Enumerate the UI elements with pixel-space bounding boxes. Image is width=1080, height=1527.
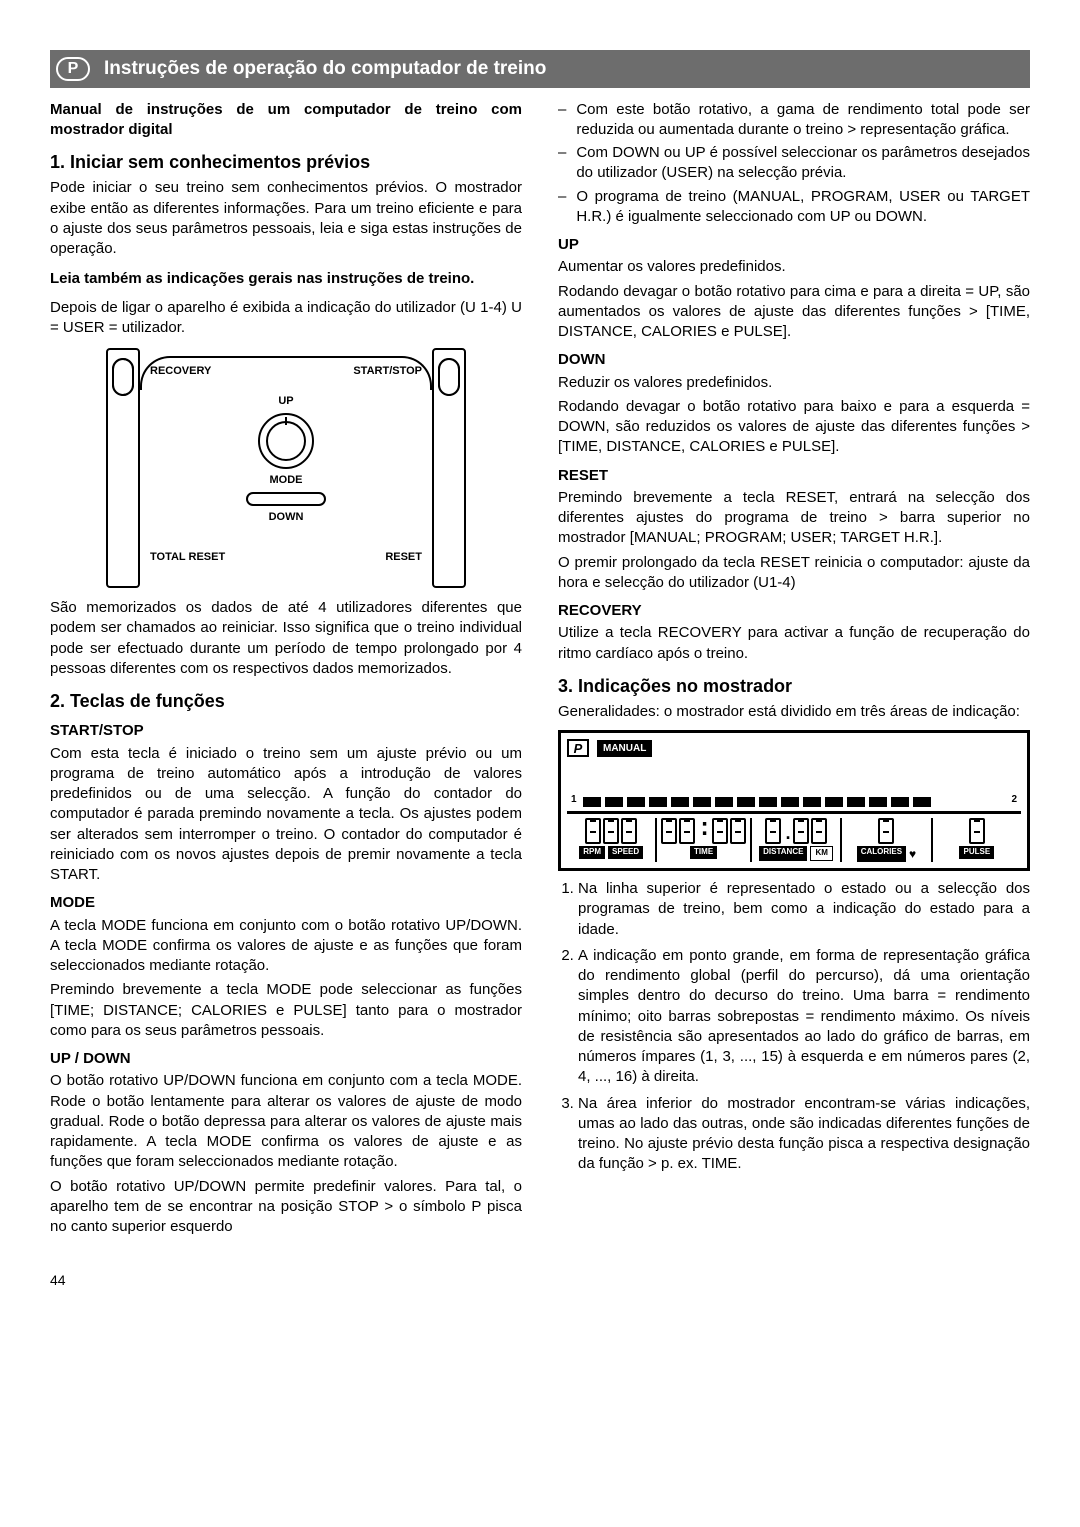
updown-text-2: O botão rotativo UP/DOWN permite predefi… xyxy=(50,1177,522,1238)
display-item-2: A indicação em ponto grande, em forma de… xyxy=(578,946,1030,1088)
reset-text-2: O premir prolongado da tecla RESET reini… xyxy=(558,553,1030,594)
console-diagram: UP MODE DOWN RECOVERY START/STOP TOTAL R… xyxy=(106,348,466,588)
reset-heading: RESET xyxy=(558,466,1030,486)
distance-label: DISTANCE xyxy=(759,846,807,861)
dial-group: UP MODE DOWN xyxy=(106,392,466,527)
bar-graph xyxy=(583,797,1006,807)
calories-label: CALORIES xyxy=(857,846,906,862)
section-2-title: 2. Teclas de funções xyxy=(50,689,522,713)
speed-label: SPEED xyxy=(608,846,643,859)
s1-p3: Depois de ligar o aparelho é exibida a i… xyxy=(50,298,522,339)
up-text-2: Rodando devagar o botão rotativo para ci… xyxy=(558,282,1030,343)
bars-left-num: 1 xyxy=(571,793,577,807)
updown-text-1: O botão rotativo UP/DOWN funciona em con… xyxy=(50,1071,522,1172)
pulse-label: PULSE xyxy=(959,846,994,859)
updown-heading: UP / DOWN xyxy=(50,1049,522,1069)
down-text-2: Rodando devagar o botão rotativo para ba… xyxy=(558,397,1030,458)
seg-distance: . DISTANCE KM xyxy=(752,818,842,862)
recovery-label: RECOVERY xyxy=(150,364,211,379)
display-item-3: Na área inferior do mostrador encontram-… xyxy=(578,1094,1030,1175)
rotary-dial xyxy=(258,413,314,469)
totalreset-button-shape xyxy=(112,358,134,396)
rpm-label: RPM xyxy=(579,846,605,859)
totalreset-label: TOTAL RESET xyxy=(150,550,225,565)
bullet-1: Com este botão rotativo, a gama de rendi… xyxy=(558,100,1030,141)
mode-button-shape xyxy=(246,492,326,506)
page-number: 44 xyxy=(50,1271,1030,1290)
mode-label: MODE xyxy=(270,473,303,488)
up-text-1: Aumentar os valores predefinidos. xyxy=(558,257,1030,277)
seg-time: : TIME xyxy=(657,818,751,862)
s1-p4: São memorizados os dados de até 4 utiliz… xyxy=(50,598,522,679)
s1-p2-bold: Leia também as indicações gerais nas ins… xyxy=(50,269,522,289)
page-header: P Instruções de operação do computador d… xyxy=(50,50,1030,88)
seg-calories: CALORIES ♥ xyxy=(842,818,932,862)
time-label: TIME xyxy=(690,846,717,859)
recovery-heading: RECOVERY xyxy=(558,601,1030,621)
left-column: Manual de instruções de um computador de… xyxy=(50,100,522,1242)
down-heading: DOWN xyxy=(558,350,1030,370)
right-column: Com este botão rotativo, a gama de rendi… xyxy=(558,100,1030,1242)
s3-intro: Generalidades: o mostrador está dividido… xyxy=(558,702,1030,722)
intro-bold: Manual de instruções de um computador de… xyxy=(50,100,522,141)
section-3-title: 3. Indicações no mostrador xyxy=(558,674,1030,698)
down-text-1: Reduzir os valores predefinidos. xyxy=(558,373,1030,393)
seg-pulse: PULSE xyxy=(933,818,1021,862)
startstop-label: START/STOP xyxy=(353,364,422,379)
recovery-text: Utilize a tecla RECOVERY para activar a … xyxy=(558,623,1030,664)
manual-badge: MANUAL xyxy=(597,740,652,758)
display-list: Na linha superior é representado o estad… xyxy=(558,879,1030,1175)
reset-text-1: Premindo brevemente a tecla RESET, entra… xyxy=(558,488,1030,549)
language-badge: P xyxy=(56,57,90,81)
up-label: UP xyxy=(278,394,293,409)
heart-icon: ♥ xyxy=(909,846,916,862)
lcd-display: P MANUAL 1 2 RPM SPEED xyxy=(558,730,1030,871)
s1-p1: Pode iniciar o seu treino sem conhecimen… xyxy=(50,178,522,259)
reset-label: RESET xyxy=(385,550,422,565)
bars-right-num: 2 xyxy=(1011,793,1017,807)
mode-heading: MODE xyxy=(50,893,522,913)
mode-text-2: Premindo brevemente a tecla MODE pode se… xyxy=(50,980,522,1041)
startstop-heading: START/STOP xyxy=(50,721,522,741)
km-label: KM xyxy=(810,846,832,861)
bullet-3: O programa de treino (MANUAL, PROGRAM, U… xyxy=(558,187,1030,228)
seg-rpm-speed: RPM SPEED xyxy=(567,818,657,862)
down-label: DOWN xyxy=(269,510,304,525)
bullet-2: Com DOWN ou UP é possível seleccionar os… xyxy=(558,143,1030,184)
startstop-text: Com esta tecla é iniciado o treino sem u… xyxy=(50,744,522,886)
up-heading: UP xyxy=(558,235,1030,255)
header-title: Instruções de operação do computador de … xyxy=(104,56,546,82)
updown-bullets: Com este botão rotativo, a gama de rendi… xyxy=(558,100,1030,228)
mode-text-1: A tecla MODE funciona em conjunto com o … xyxy=(50,916,522,977)
p-icon: P xyxy=(567,739,589,757)
reset-button-shape xyxy=(438,358,460,396)
section-1-title: 1. Iniciar sem conhecimentos prévios xyxy=(50,150,522,174)
display-item-1: Na linha superior é representado o estad… xyxy=(578,879,1030,940)
